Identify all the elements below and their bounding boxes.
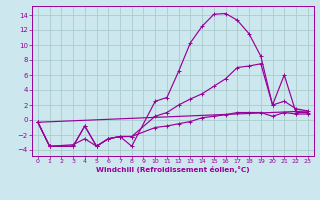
X-axis label: Windchill (Refroidissement éolien,°C): Windchill (Refroidissement éolien,°C): [96, 166, 250, 173]
